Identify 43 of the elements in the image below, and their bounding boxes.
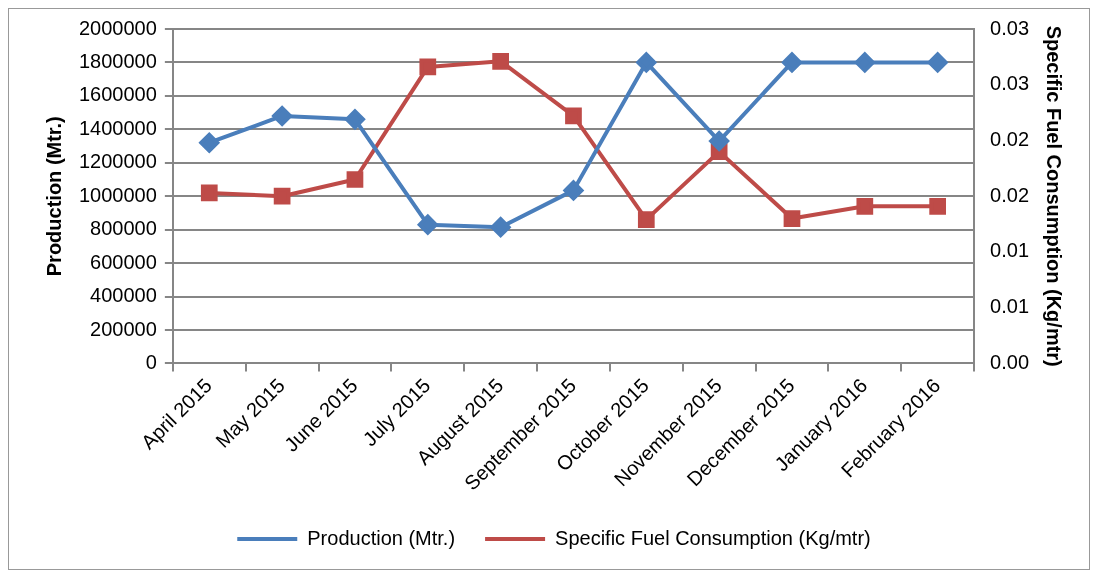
point — [927, 52, 948, 73]
point — [709, 131, 730, 152]
point — [565, 107, 582, 125]
y-tick-label: 200000 — [90, 317, 157, 340]
y-axis-title: Production (Mtr.) — [42, 116, 65, 277]
point — [637, 211, 655, 229]
y-tick-label: 600000 — [90, 250, 157, 273]
point — [199, 132, 220, 153]
legend-label: Production (Mtr.) — [307, 526, 456, 549]
y-tick-label: 1000000 — [78, 183, 157, 206]
y-tick-label: 400000 — [90, 284, 157, 307]
point — [783, 210, 801, 227]
point — [492, 52, 509, 70]
point — [636, 52, 657, 73]
y2-tick-label: 0.03 — [990, 72, 1030, 95]
y-tick-label: 1200000 — [78, 150, 157, 173]
point — [854, 52, 875, 73]
point — [273, 187, 291, 205]
point — [417, 214, 438, 235]
point — [346, 171, 364, 188]
point — [272, 105, 293, 126]
point — [200, 184, 218, 202]
y-tick-label: 0 — [145, 350, 157, 373]
point — [490, 217, 511, 238]
point — [781, 52, 802, 73]
point — [929, 197, 947, 215]
y2-tick-label: 0.02 — [990, 128, 1030, 150]
y-tick-label: 800000 — [90, 217, 157, 240]
y2-tick-label: 0.01 — [990, 239, 1030, 262]
y2-axis-title: Specific Fuel Consumption (Kg/mtr) — [1043, 25, 1066, 367]
y2-tick-label: 0.02 — [990, 183, 1030, 206]
point — [344, 109, 365, 130]
legend-label: Specific Fuel Consumption (Kg/mtr) — [555, 526, 871, 549]
y2-tick-label: 0.00 — [990, 350, 1030, 373]
point — [856, 197, 874, 215]
y2-tick-label: 0.01 — [990, 295, 1030, 318]
point — [563, 180, 584, 201]
point — [419, 58, 437, 76]
y-tick-label: 1400000 — [78, 116, 157, 139]
y2-tick-label: 0.03 — [990, 16, 1030, 39]
y-tick-label: 2000000 — [78, 16, 157, 39]
y-tick-label: 1800000 — [78, 49, 157, 72]
y-tick-label: 1600000 — [78, 83, 157, 106]
